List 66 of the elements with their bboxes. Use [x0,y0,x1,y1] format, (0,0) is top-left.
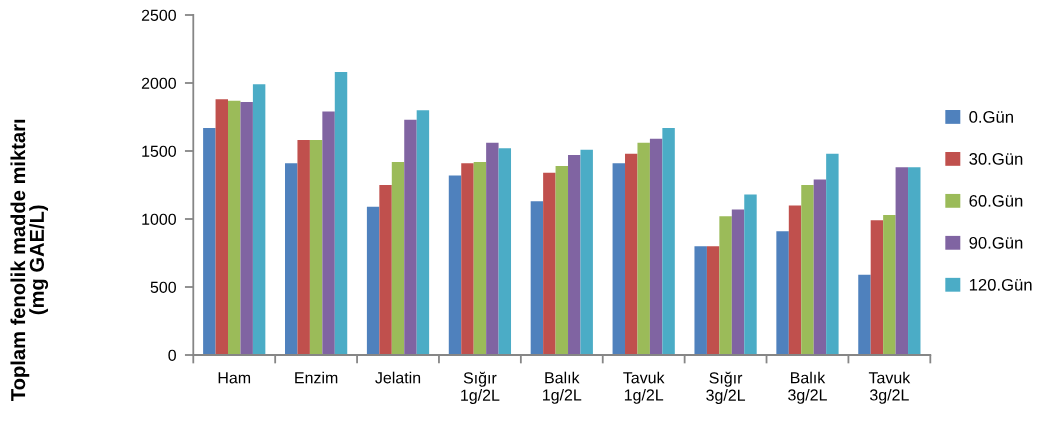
bar [612,163,626,356]
y-tick-label: 2500 [141,9,176,21]
x-tick-label: Enzim [295,371,338,384]
y-tick-label: 0 [168,349,176,361]
bar [215,99,229,356]
y-tick-label: 1500 [142,145,176,157]
bar [203,127,216,356]
bar [694,246,707,356]
bar [530,201,544,356]
bar [309,140,323,356]
x-tick-label: Balık 1g/2L [543,371,582,404]
bar [498,148,512,356]
bar [416,110,430,356]
bar [334,72,348,356]
bar [285,163,298,356]
x-tick-label: Balık 3g/2L [788,371,827,404]
bar [473,161,487,356]
bar [486,142,499,356]
bar [883,214,896,356]
legend-label: 30.Gün [969,153,1023,165]
bar [625,153,638,356]
y-axis-title: Toplam fenolik madde miktarı (mg GAE/L) [10,119,49,401]
bar [297,140,310,356]
x-tick-label: Tavuk 1g/2L [623,371,665,404]
bar [801,185,814,356]
bar [404,119,417,356]
bar [461,163,474,356]
bar [366,206,380,356]
bar [662,127,675,356]
bar [649,138,663,356]
bar [322,111,335,356]
bar [870,220,884,356]
bar [391,161,405,356]
bar [252,84,266,356]
bar [731,209,745,356]
legend-label: 120.Gün [969,278,1032,291]
x-tick-label: Sığır 3g/2L [706,371,746,404]
bar [895,167,909,356]
bar [240,102,253,356]
x-tick-label: Ham [218,372,251,384]
bar [776,231,789,356]
bar [744,194,757,356]
bar [379,185,392,356]
bar [858,274,871,356]
bar [228,100,241,356]
bar [788,205,802,356]
bar [568,155,581,356]
y-tick-label: 500 [150,281,176,293]
bar [706,246,720,356]
bar [908,167,921,356]
legend-label: 0.Gün [969,111,1013,123]
bar [555,165,569,356]
bar [826,153,839,356]
bar [543,172,556,356]
y-tick-label: 1000 [142,213,176,225]
bar [448,175,462,356]
y-tick-label: 2000 [141,77,176,89]
x-tick-label: Jelatin [375,371,421,384]
legend-label: 90.Gün [969,236,1023,249]
x-tick-label: Tavuk 3g/2L [868,371,911,404]
legend-label: 60.Gün [969,194,1023,207]
bar [719,216,732,356]
bar [637,142,650,356]
x-tick-label: Sığır 1g/2L [461,371,500,404]
bar [813,179,827,356]
bar [580,149,593,356]
